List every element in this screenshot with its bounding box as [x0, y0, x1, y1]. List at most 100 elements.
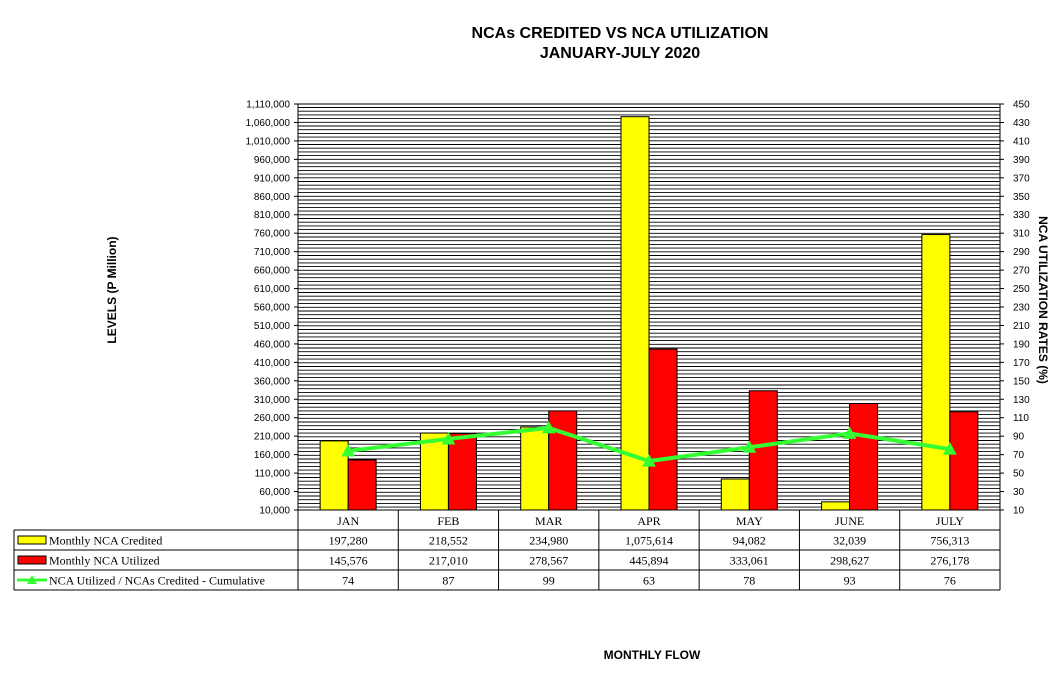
data-label: 63 [643, 574, 655, 588]
y-tick-label: 560,000 [254, 303, 291, 314]
bar-utilized-mar [548, 410, 578, 511]
data-label: 145,576 [329, 554, 368, 568]
bar-credited-jan [319, 440, 349, 511]
data-label: 197,280 [329, 534, 368, 548]
y2-tick-label: 210 [1013, 321, 1030, 332]
bar-credited-mar [520, 426, 550, 511]
chart-title-line2: JANUARY-JULY 2020 [539, 45, 701, 62]
rate-point-july [943, 442, 957, 455]
data-label: 217,010 [429, 554, 468, 568]
x-tick-label: MAY [736, 514, 763, 528]
y2-tick-label: 410 [1013, 136, 1030, 147]
y2-tick-label: 390 [1013, 155, 1030, 166]
y-tick-label: 860,000 [254, 192, 291, 203]
data-label: 218,552 [429, 534, 468, 548]
y2-tick-label: 330 [1013, 210, 1030, 221]
y-tick-label: 60,000 [259, 487, 290, 498]
y-tick-label: 260,000 [254, 413, 291, 424]
y2-tick-label: 10 [1013, 506, 1025, 517]
bar-credited-june [821, 501, 851, 511]
y2-tick-label: 310 [1013, 229, 1030, 240]
y-tick-label: 460,000 [254, 339, 291, 350]
data-label: 298,627 [830, 554, 869, 568]
data-label: 99 [543, 574, 555, 588]
y2-tick-label: 190 [1013, 339, 1030, 350]
y-tick-label: 360,000 [254, 376, 291, 387]
bar-credited-may [720, 478, 750, 511]
y2-tick-label: 230 [1013, 303, 1030, 314]
y-tick-label: 10,000 [259, 506, 290, 517]
y-tick-label: 710,000 [254, 247, 291, 258]
y2-tick-label: 450 [1013, 100, 1030, 111]
data-label: 278,567 [529, 554, 568, 568]
y-tick-label: 910,000 [254, 173, 291, 184]
y-tick-label: 1,010,000 [246, 136, 291, 147]
bar-credited-feb [419, 432, 449, 511]
rate-point-feb [441, 431, 456, 445]
y-tick-label: 310,000 [254, 395, 291, 406]
y2-tick-label: 130 [1013, 395, 1030, 406]
y-tick-label: 510,000 [254, 321, 291, 332]
legend-label: Monthly NCA Credited [49, 534, 162, 548]
y-tick-label: 660,000 [254, 266, 291, 277]
y2-tick-label: 30 [1013, 487, 1025, 498]
legend-key-utilized [17, 555, 47, 565]
x-tick-label: MAR [535, 514, 562, 528]
x-tick-label: JAN [337, 514, 359, 528]
data-label: 93 [844, 574, 856, 588]
x-axis-title: MONTHLY FLOW [603, 648, 701, 662]
bar-utilized-feb [447, 433, 477, 511]
bar-utilized-july [949, 411, 979, 511]
bar-credited-july [921, 234, 951, 511]
y2-tick-label: 150 [1013, 376, 1030, 387]
x-tick-label: JULY [936, 514, 964, 528]
rate-point-may [742, 440, 757, 453]
y-tick-label: 960,000 [254, 155, 291, 166]
data-label: 87 [442, 574, 454, 588]
data-label: 74 [342, 574, 354, 588]
legend-key-rate-marker [27, 575, 37, 584]
y2-tick-label: 90 [1013, 432, 1025, 443]
rate-point-mar [541, 420, 556, 434]
y2-tick-label: 290 [1013, 247, 1030, 258]
y-tick-label: 810,000 [254, 210, 291, 221]
y2-tick-label: 350 [1013, 192, 1030, 203]
data-label: 276,178 [930, 554, 969, 568]
data-label: 333,061 [730, 554, 769, 568]
y2-tick-label: 110 [1013, 413, 1029, 424]
chart-title-line1: NCAs CREDITED VS NCA UTILIZATION [471, 25, 769, 42]
data-label: 94,082 [733, 534, 766, 548]
chart-title: NCAs CREDITED VS NCA UTILIZATION JANUARY… [300, 24, 940, 64]
bar-utilized-jan [347, 459, 377, 511]
rate-point-jan [341, 443, 355, 457]
y-tick-label: 410,000 [254, 358, 291, 369]
legend-label: NCA Utilized / NCAs Credited - Cumulativ… [49, 574, 265, 588]
x-tick-label: APR [637, 514, 660, 528]
legend-key-credited [17, 535, 47, 545]
y2-tick-label: 270 [1013, 266, 1030, 277]
data-label: 78 [743, 574, 755, 588]
y2-tick-label: 250 [1013, 284, 1030, 295]
bar-credited-apr [620, 116, 650, 511]
y-tick-label: 210,000 [254, 432, 291, 443]
y2-tick-label: 370 [1013, 173, 1030, 184]
data-label: 1,075,614 [625, 534, 673, 548]
rate-point-june [842, 426, 857, 439]
y-tick-label: 1,060,000 [246, 118, 291, 129]
y-tick-label: 760,000 [254, 229, 291, 240]
y-tick-label: 1,110,000 [246, 100, 290, 111]
y-tick-label: 160,000 [254, 450, 291, 461]
data-label: 445,894 [630, 554, 669, 568]
rate-point-apr [642, 454, 656, 467]
data-label: 32,039 [833, 534, 866, 548]
data-label: 234,980 [529, 534, 568, 548]
y2-tick-label: 170 [1013, 358, 1030, 369]
x-tick-label: JUNE [835, 514, 864, 528]
bar-utilized-june [849, 402, 879, 511]
y-tick-label: 110,000 [255, 469, 291, 480]
y2-tick-label: 50 [1013, 469, 1025, 480]
y2-tick-label: 70 [1013, 450, 1025, 461]
y-tick-label: 610,000 [254, 284, 291, 295]
x-tick-label: FEB [437, 514, 459, 528]
